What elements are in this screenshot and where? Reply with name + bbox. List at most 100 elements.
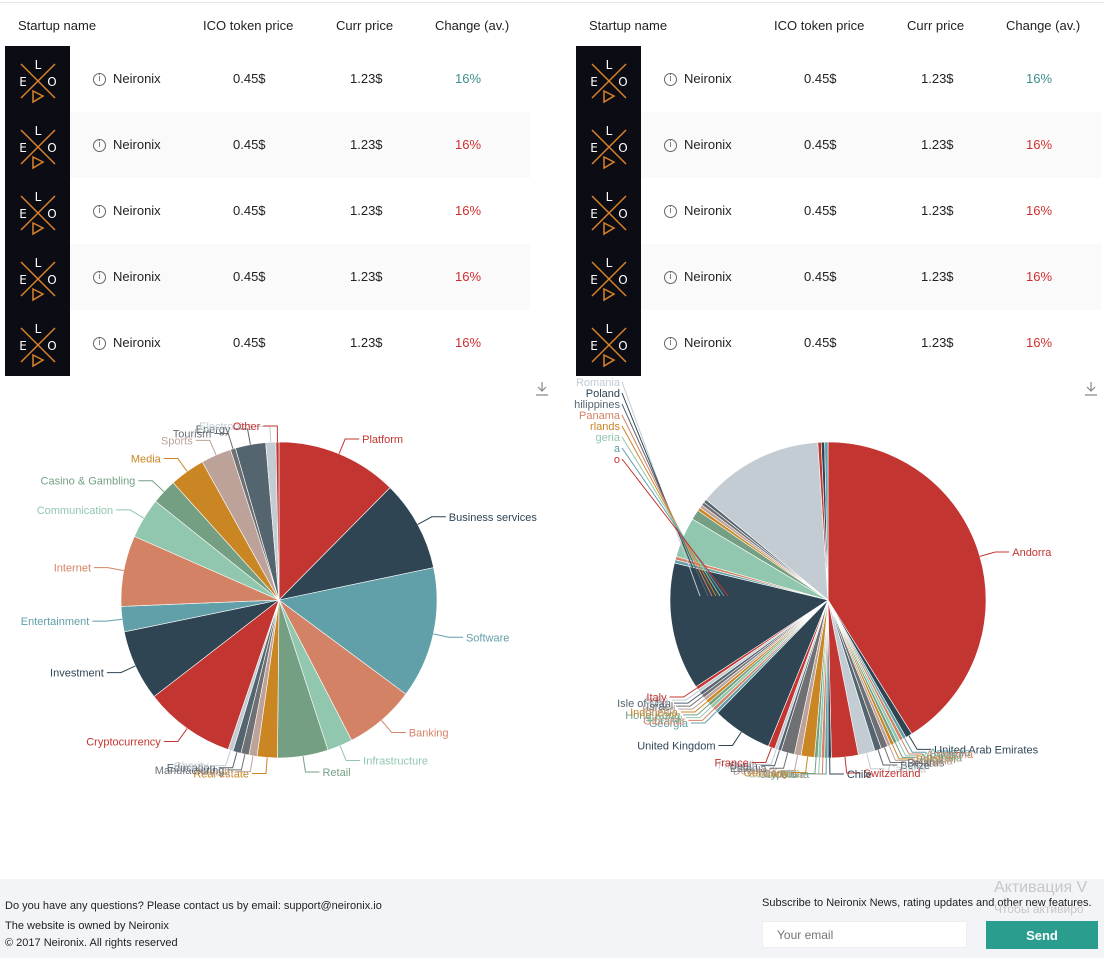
header-change[interactable]: Change (av.) — [435, 18, 510, 33]
pie-slice[interactable] — [827, 441, 987, 735]
industry-pie-chart: Platform Business services Software Banking… — [21, 421, 538, 781]
ico-price: 0.45$ — [804, 203, 837, 218]
label-leader-line — [718, 731, 742, 746]
startup-name[interactable]: Neironix — [113, 335, 161, 350]
header-startup-name[interactable]: Startup name — [589, 18, 668, 33]
label-leader-line — [163, 728, 188, 743]
label-leader-line — [780, 754, 799, 772]
startup-name[interactable]: Neironix — [684, 71, 732, 86]
pie-slice[interactable] — [705, 442, 829, 601]
slice-label: Energy — [196, 424, 231, 436]
startup-name[interactable]: Neironix — [113, 137, 161, 152]
label-leader-line — [138, 480, 165, 493]
logo-letter: E — [590, 141, 598, 155]
logo-letter: E — [19, 141, 27, 155]
slice-label: rlands — [590, 421, 620, 433]
pie-slice[interactable] — [278, 441, 391, 601]
label-leader-line — [233, 428, 251, 445]
slice-label: Italy — [646, 692, 667, 704]
email-input[interactable] — [762, 921, 967, 948]
info-icon[interactable]: i — [664, 337, 677, 350]
startup-name[interactable]: Neironix — [113, 71, 161, 86]
startup-name[interactable]: Neironix — [684, 203, 732, 218]
slice-label: Electronics — [199, 421, 253, 433]
label-leader-line — [877, 749, 898, 766]
slice-label: Costa Rica — [748, 769, 803, 781]
info-icon[interactable]: i — [664, 271, 677, 284]
pie-slice[interactable] — [278, 487, 435, 601]
logo-letter: O — [618, 141, 627, 155]
header-ico-price[interactable]: ICO token price — [774, 18, 865, 33]
change-value: 16% — [455, 269, 482, 284]
slice-label: Cyprus — [763, 769, 798, 781]
label-leader-line — [338, 438, 360, 455]
startup-name[interactable]: Neironix — [684, 335, 732, 350]
subscribe-text: Subscribe to Neironix News, rating updat… — [762, 897, 1092, 909]
curr-price: 1.23$ — [921, 71, 954, 86]
logo-letter: O — [47, 273, 56, 287]
pie-slice[interactable] — [824, 441, 829, 601]
slice-label: Germany — [743, 768, 789, 780]
startup-name[interactable]: Neironix — [113, 269, 161, 284]
startup-name[interactable]: Neironix — [113, 203, 161, 218]
label-leader-line — [891, 744, 913, 760]
header-curr-price[interactable]: Curr price — [336, 18, 394, 33]
pie-slice[interactable] — [153, 599, 280, 750]
download-icon[interactable] — [536, 382, 548, 396]
label-leader-line — [898, 741, 920, 757]
slice-label: Real estate — [193, 769, 249, 781]
send-button[interactable]: Send — [986, 921, 1098, 949]
info-icon[interactable]: i — [664, 205, 677, 218]
curr-price: 1.23$ — [350, 137, 383, 152]
change-value: 16% — [455, 137, 482, 152]
logo-letter: O — [618, 273, 627, 287]
label-leader-line — [671, 690, 700, 701]
header-curr-price[interactable]: Curr price — [907, 18, 965, 33]
slice-label: Switzerland — [864, 768, 921, 780]
logo-letter: O — [47, 339, 56, 353]
footer: Do you have any questions? Please contac… — [0, 879, 1104, 958]
header-startup-name[interactable]: Startup name — [18, 18, 97, 33]
startup-name[interactable]: Neironix — [684, 269, 732, 284]
curr-price: 1.23$ — [921, 269, 954, 284]
info-icon[interactable]: i — [93, 271, 106, 284]
table-header: Startup name ICO token price Curr price … — [5, 4, 530, 46]
info-icon[interactable]: i — [664, 73, 677, 86]
info-icon[interactable]: i — [93, 205, 106, 218]
owner-text: The website is owned by Neironix — [5, 920, 169, 932]
info-icon[interactable]: i — [93, 139, 106, 152]
label-leader-line — [433, 633, 463, 638]
startup-name[interactable]: Neironix — [684, 137, 732, 152]
label-leader-line — [844, 757, 861, 774]
logo-letter: L — [35, 256, 42, 270]
header-ico-price[interactable]: ICO token price — [203, 18, 294, 33]
label-leader-line — [211, 750, 231, 767]
slice-label: Tourism — [173, 429, 212, 441]
info-icon[interactable]: i — [93, 73, 106, 86]
logo-letter: L — [606, 124, 613, 138]
slice-label: Armenia — [929, 747, 971, 759]
slice-label: o — [614, 454, 620, 466]
pie-slice[interactable] — [278, 567, 438, 695]
pie-slice[interactable] — [669, 562, 829, 688]
download-icon[interactable] — [1085, 382, 1097, 396]
label-leader-line — [106, 665, 136, 674]
header-change[interactable]: Change (av.) — [1006, 18, 1081, 33]
label-leader-line — [214, 433, 234, 450]
info-icon[interactable]: i — [664, 139, 677, 152]
change-value: 16% — [1026, 137, 1053, 152]
info-icon[interactable]: i — [93, 337, 106, 350]
